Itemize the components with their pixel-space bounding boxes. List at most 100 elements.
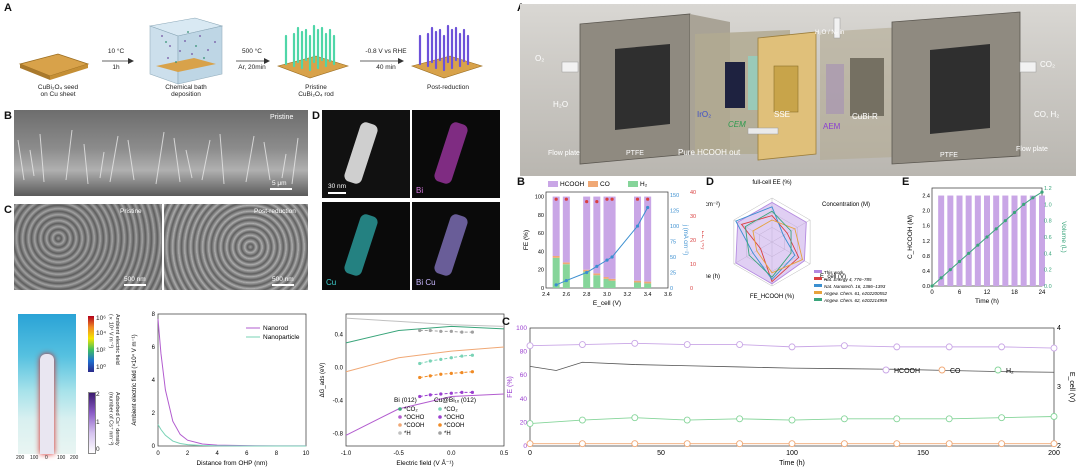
legend-label: HCOOH <box>894 368 920 375</box>
dg-point <box>449 391 453 395</box>
fe-marker <box>840 415 848 423</box>
y-tick-label: 0.8 <box>922 254 930 260</box>
fe-marker <box>1050 413 1058 420</box>
fe-marker <box>526 420 534 428</box>
x-axis-label: Electric field (V Å⁻¹) <box>396 458 453 467</box>
radar-axis-label: Concentration (M) <box>822 202 870 208</box>
left-panel-a-schematic <box>18 17 484 85</box>
dg-point <box>428 359 432 363</box>
flow-cell-render <box>520 4 1076 176</box>
x-axis-label: E_cell (V) <box>593 300 621 307</box>
ee-point <box>595 200 599 204</box>
legend-label: CO <box>600 181 610 188</box>
right-panel-c-label: C <box>502 316 510 328</box>
haadf-image <box>322 110 410 198</box>
legend-swatch <box>814 291 822 294</box>
volume-point <box>939 276 943 280</box>
bar <box>1039 195 1045 286</box>
x-tick-label: 0 <box>156 451 160 457</box>
dg-point <box>449 329 453 333</box>
legend-swatch <box>398 415 402 419</box>
cell-label-flowplate-right: Flow plate <box>1016 146 1048 153</box>
y2-axis-label: Volume (L) <box>1060 221 1067 252</box>
y2-axis-label: E_cell (V) <box>1068 372 1075 402</box>
bar <box>956 195 963 286</box>
y-tick-label: 0.0 <box>335 366 344 372</box>
cell-label-sse: SSE <box>774 110 791 119</box>
legend-swatch <box>882 366 890 374</box>
y2-tick-label: 0.8 <box>1044 219 1052 225</box>
legend-label: *CO₂ <box>404 407 418 413</box>
bar-segment <box>593 273 601 276</box>
scale-bar-c1 <box>124 284 146 286</box>
ecell-line <box>529 361 1055 373</box>
heatmap-x-tick-3: 0 <box>45 455 48 461</box>
legend-swatch <box>814 284 822 287</box>
fe-marker <box>998 440 1006 448</box>
y-axis-label: FE (%) <box>523 230 530 250</box>
bar-segment <box>608 196 616 279</box>
bar <box>974 195 981 286</box>
colorbar-cs <box>88 392 96 454</box>
x-tick-label: 3.4 <box>644 292 652 298</box>
x-tick-label: 6 <box>245 451 249 457</box>
arrow-2-bottom: Ar, 20min <box>238 64 266 71</box>
y3-axis-label: EE (%) <box>700 230 704 249</box>
cb2-label: Adsorbed Cs⁺ density (number of Cs⁺ nm⁻²… <box>107 392 120 446</box>
scale-bar-c2 <box>272 284 294 286</box>
fe-marker <box>631 339 639 347</box>
x-tick-label: 0 <box>930 290 934 296</box>
concentration-volume-chart: 0 6 12 18 240.00.40.81.21.62.02.40.00.20.40.… <box>907 186 1067 305</box>
y-tick-label: 6 <box>152 345 156 351</box>
y-tick-label: 100 <box>516 325 527 332</box>
legend-swatch <box>938 366 946 374</box>
y-axis-label: ΔG_ads (eV) <box>320 363 326 398</box>
x-tick-label: 18 <box>1011 290 1018 296</box>
j-point <box>585 270 589 275</box>
y2-tick-label: 75 <box>670 240 676 246</box>
legend-swatch <box>814 298 822 301</box>
fe-marker <box>1050 344 1058 352</box>
pristine-rods-shape <box>277 24 350 79</box>
legend-label: *OCHO <box>404 415 425 421</box>
step-caption-3: Pristine CuBi₂O₄ rod <box>298 84 334 99</box>
bar-segment <box>603 277 611 279</box>
bar-segment <box>644 281 652 284</box>
j-line <box>555 207 649 286</box>
dg-point <box>418 375 422 380</box>
j-point <box>610 255 614 259</box>
y2-tick-label: 50 <box>670 255 676 261</box>
y2-axis-label: j (mA cm⁻²) <box>682 224 688 256</box>
bar-segment <box>634 196 641 281</box>
fe-marker <box>683 341 691 348</box>
heatmap-x-tick-1: 200 <box>16 455 25 461</box>
y3-tick-label: 30 <box>690 214 696 220</box>
y-tick-label: 2 <box>152 411 156 417</box>
cb1-tick-2: 10⁴ <box>96 330 107 337</box>
dg-series-line <box>345 393 505 436</box>
y-tick-label: 0.4 <box>335 333 344 339</box>
bar-segment <box>583 271 591 288</box>
sem-pristine-tag: Pristine <box>270 114 294 121</box>
eds-label-bi: Bi <box>416 186 424 195</box>
fe-marker <box>788 416 796 424</box>
y-tick-label: -0.8 <box>333 432 344 438</box>
right-panel-e-label: E <box>902 176 910 188</box>
legend-label: Angew. Chem. 61, e202200552 <box>823 291 888 296</box>
x-tick-label: 12 <box>984 290 991 296</box>
legend-swatch <box>994 366 1002 374</box>
cell-label-cem: CEM <box>728 120 746 129</box>
right-panel-d-label: D <box>706 176 714 188</box>
left-panel-c-label: C <box>4 204 12 216</box>
legend-label: Nanorod <box>263 325 288 332</box>
legend-label: This work <box>824 270 844 275</box>
y2-tick-label: 25 <box>670 271 676 277</box>
cb2-tick-3: 0 <box>96 446 100 453</box>
sem-postreduction-top-image <box>164 204 308 290</box>
legend-swatch <box>438 423 442 427</box>
x-tick-label: 4 <box>216 451 220 457</box>
legend-label: *COOH <box>404 423 424 429</box>
dg-point <box>428 393 432 397</box>
x-axis-label: Time (h) <box>779 460 805 467</box>
cell-label-co2: CO₂ <box>1040 60 1056 69</box>
